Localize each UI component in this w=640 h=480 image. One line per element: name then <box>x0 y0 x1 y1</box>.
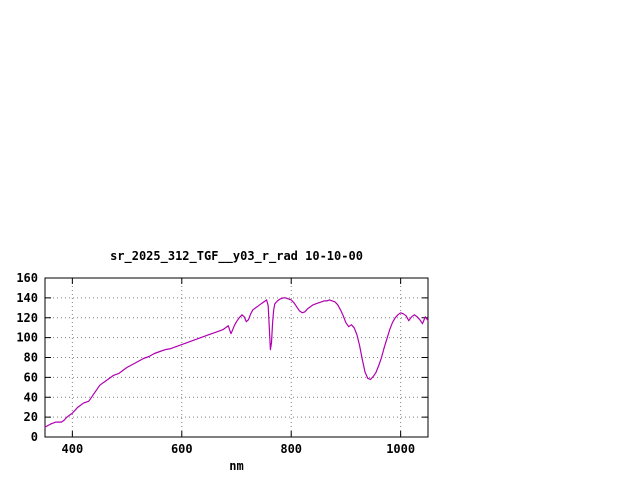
y-tick-label: 20 <box>24 410 38 424</box>
y-tick-label: 0 <box>31 430 38 444</box>
y-tick-label: 120 <box>16 311 38 325</box>
series-line <box>44 297 429 428</box>
chart-title: sr_2025_312_TGF__y03_r_rad 10-10-00 <box>110 249 363 263</box>
x-tick-label: 400 <box>62 442 84 456</box>
y-tick-label: 160 <box>16 271 38 285</box>
y-tick-label: 100 <box>16 331 38 345</box>
x-tick-label: 600 <box>171 442 193 456</box>
x-tick-label: 800 <box>280 442 302 456</box>
x-axis-label: nm <box>229 459 244 473</box>
y-tick-label: 140 <box>16 291 38 305</box>
plot-border <box>44 277 429 438</box>
x-tick-label: 1000 <box>386 442 415 456</box>
y-tick-label: 60 <box>24 370 38 384</box>
y-tick-label: 40 <box>24 390 38 404</box>
y-tick-label: 80 <box>24 351 38 365</box>
